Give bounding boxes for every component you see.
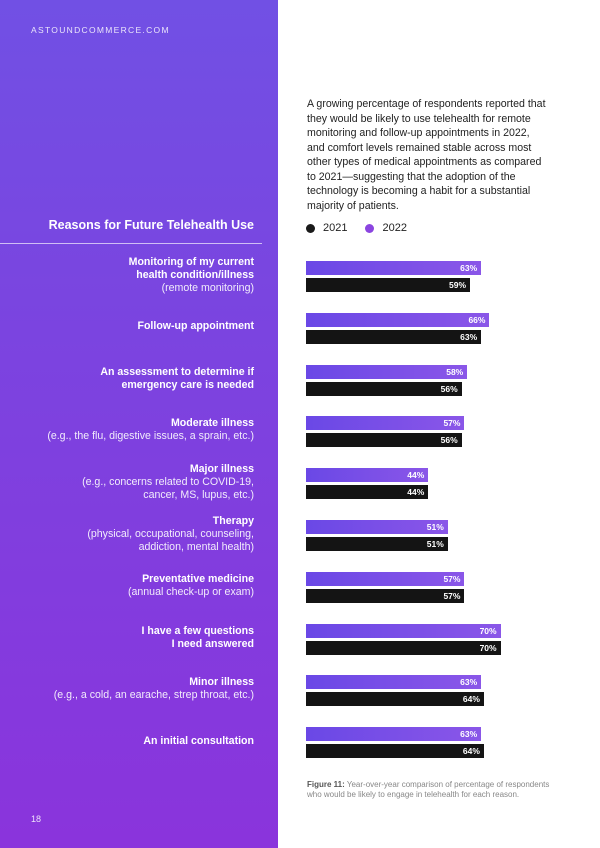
data-label-2021: 70% [479, 642, 497, 653]
legend-item-2021: 2021 [306, 222, 347, 234]
bar-2022 [306, 261, 482, 275]
data-label-2021: 64% [462, 694, 480, 705]
data-label-2022: 70% [479, 625, 497, 636]
data-label-2022: 63% [460, 729, 478, 740]
bar-2021 [306, 433, 462, 448]
legend-label-2022: 2022 [382, 222, 407, 234]
category-label-bold: An assessment to determine if [100, 365, 254, 378]
category-label-bold: emergency care is needed [121, 378, 255, 391]
site-url: ASTOUNDCOMMERCE.COM [31, 25, 170, 35]
category-label: I have a few questions I need answered [20, 625, 254, 651]
bar-2022 [306, 520, 448, 534]
bar-2021 [306, 640, 501, 655]
category-label-detail: (annual check-up or exam) [127, 585, 254, 598]
category-label-detail: (e.g., the flu, digestive issues, a spra… [47, 430, 254, 443]
category-label: Moderate illness (e.g., the flu, digestiv… [20, 417, 254, 443]
data-label-2021: 56% [440, 383, 458, 394]
data-label-2022: 57% [443, 418, 461, 429]
data-label-2022: 57% [443, 573, 461, 584]
category-label-bold: Major illness [189, 462, 254, 475]
chart-legend: 2021 2022 [306, 222, 425, 234]
category-label-detail: addiction, mental health) [138, 540, 254, 553]
bar-2022 [306, 571, 465, 586]
category-label: An initial consultation [20, 735, 254, 748]
bar-2021 [306, 588, 465, 603]
category-label: An assessment to determine if emergency c… [20, 366, 254, 392]
intro-paragraph: A growing percentage of respondents repo… [307, 98, 546, 212]
caption-text: Year-over-year comparison of percentage … [307, 780, 550, 799]
bar-2022 [306, 727, 482, 742]
category-label-bold: Moderate illness [170, 417, 254, 430]
category-label: Monitoring of my current health condition… [20, 256, 254, 295]
legend-dot-2022 [365, 223, 375, 233]
category-label-bold: Therapy [212, 514, 254, 527]
category-label-bold: An initial consultation [143, 734, 254, 747]
category-label-bold: I need answered [171, 637, 254, 650]
legend-label-2021: 2021 [323, 222, 348, 234]
legend-dot-2021 [306, 223, 315, 233]
data-label-2022: 44% [407, 470, 425, 481]
page-number: 18 [31, 814, 42, 824]
bar-2021 [306, 329, 482, 344]
bar-2022 [306, 623, 501, 638]
category-label-detail: (physical, occupational, counseling, [87, 527, 254, 540]
category-label: Preventative medicine (annual check-up or… [20, 573, 254, 599]
data-label-2021: 59% [449, 280, 467, 290]
legend-item-2022: 2022 [365, 222, 407, 234]
category-label-detail: (e.g., a cold, an earache, strep throat,… [53, 689, 254, 702]
category-label-detail: (e.g., concerns related to COVID-19, [82, 475, 254, 488]
figure-caption: Figure 11: Year-over-year comparison of … [307, 780, 557, 800]
bar-2021 [306, 278, 471, 292]
bar-2022 [306, 416, 465, 431]
data-label-2021: 56% [440, 435, 458, 446]
bar-2021 [306, 744, 484, 759]
category-label-detail: cancer, MS, lupus, etc.) [143, 488, 254, 501]
data-label-2022: 63% [460, 263, 478, 273]
chart-title: Reasons for Future Telehealth Use [48, 218, 254, 232]
category-label-detail: (remote monitoring) [161, 281, 254, 294]
bar-2021 [306, 381, 462, 396]
category-label-bold: Preventative medicine [142, 572, 254, 585]
category-label-bold: Monitoring of my current [128, 255, 254, 268]
bar-2022 [306, 312, 490, 327]
category-label: Therapy (physical, occupational, counseli… [20, 515, 254, 554]
data-label-2021: 51% [426, 539, 444, 549]
data-label-2022: 51% [426, 522, 444, 532]
bar-2021 [306, 692, 484, 707]
data-label-2021: 57% [443, 590, 461, 601]
category-label-bold: I have a few questions [141, 624, 254, 637]
category-label: Major illness (e.g., concerns related to … [20, 463, 254, 502]
bar-2022 [306, 468, 429, 483]
category-label: Minor illness (e.g., a cold, an earache, … [20, 676, 254, 702]
left-panel [0, 0, 278, 848]
data-label-2022: 66% [468, 314, 486, 325]
category-label-bold: Minor illness [189, 676, 254, 689]
bar-2021 [306, 485, 429, 500]
data-label-2021: 44% [407, 487, 425, 498]
category-label-bold: health condition/illness [136, 268, 254, 281]
data-label-2022: 63% [460, 677, 478, 688]
category-label: Follow-up appointment [20, 320, 254, 333]
bar-2021 [306, 537, 448, 551]
bar-2022 [306, 364, 468, 379]
data-label-2021: 63% [460, 331, 478, 342]
caption-label: Figure 11: [307, 780, 345, 789]
title-divider [0, 243, 262, 244]
data-label-2022: 58% [446, 366, 464, 377]
bar-2022 [306, 675, 482, 690]
data-label-2021: 64% [462, 746, 480, 757]
category-label-bold: Follow-up appointment [137, 320, 254, 333]
